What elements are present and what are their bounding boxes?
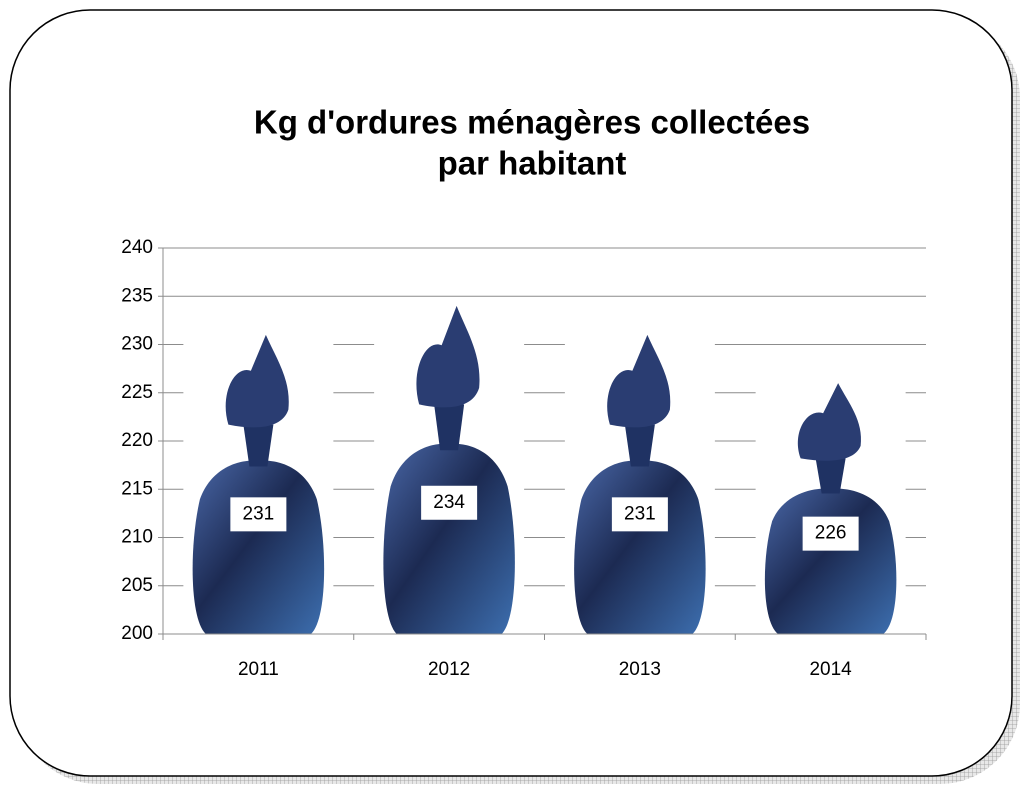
value-label: 231	[624, 503, 656, 524]
y-tick-label: 215	[121, 478, 153, 499]
chart: Kg d'ordures ménagères collectées par ha…	[0, 0, 1023, 787]
y-tick-label: 200	[121, 623, 153, 644]
bag-body	[574, 460, 706, 634]
page: Kg d'ordures ménagères collectées par ha…	[0, 0, 1023, 787]
bar	[756, 383, 906, 634]
bar	[183, 335, 333, 634]
y-tick-label: 225	[121, 382, 153, 403]
bag-body	[765, 488, 897, 634]
chart-title: par habitant	[438, 145, 627, 182]
y-tick-label: 230	[121, 334, 153, 355]
value-label: 234	[433, 492, 465, 513]
chart-title: Kg d'ordures ménagères collectées	[254, 104, 810, 141]
y-tick-label: 235	[121, 285, 153, 306]
value-label: 231	[243, 503, 275, 524]
value-label: 226	[815, 523, 847, 544]
bar	[374, 306, 524, 634]
bag-body	[193, 460, 325, 634]
x-tick-label: 2013	[619, 659, 661, 680]
x-tick-label: 2011	[238, 659, 279, 680]
bar	[565, 335, 715, 634]
x-tick-label: 2014	[809, 659, 852, 680]
y-tick-label: 220	[121, 430, 153, 451]
y-tick-label: 240	[121, 237, 153, 258]
y-tick-label: 210	[121, 527, 153, 548]
x-tick-label: 2012	[428, 659, 470, 680]
y-tick-label: 205	[121, 575, 153, 596]
bag-body	[383, 444, 515, 634]
